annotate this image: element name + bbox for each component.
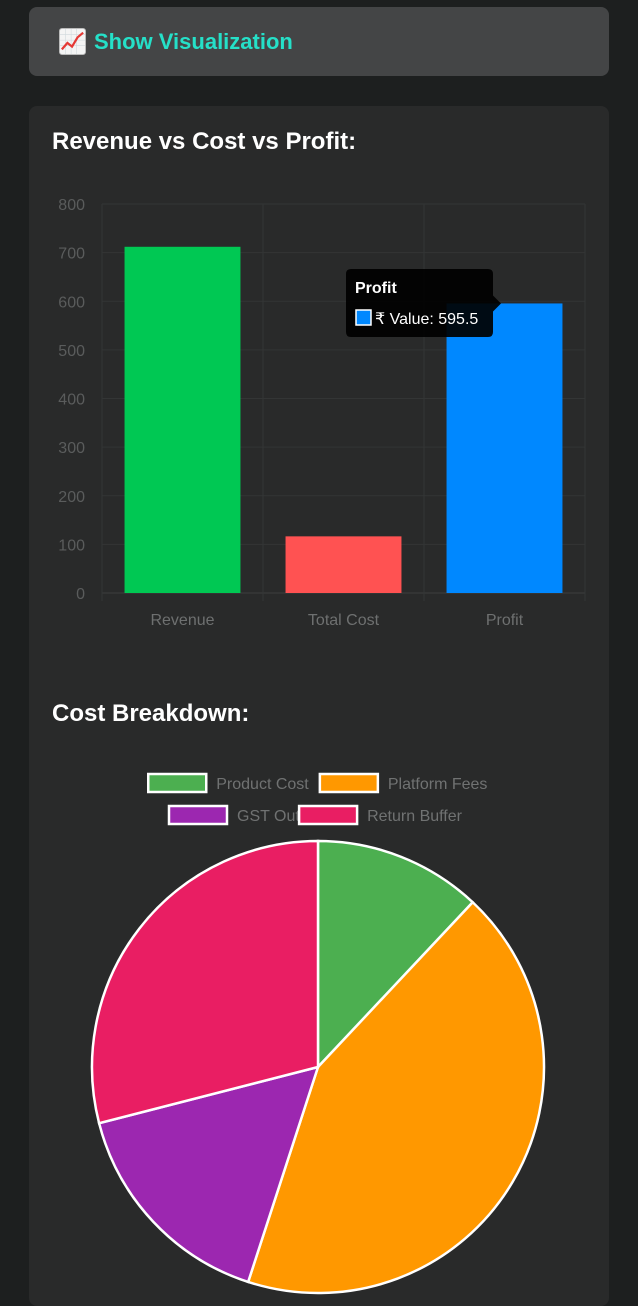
legend-item: Return Buffer	[297, 804, 463, 826]
legend-label: Product Cost	[216, 776, 309, 793]
tooltip-color-swatch	[355, 309, 372, 326]
pie-chart-title: Cost Breakdown:	[52, 700, 250, 727]
y-tick-label: 800	[58, 197, 85, 214]
legend-swatch	[297, 804, 359, 826]
y-tick-label: 200	[58, 489, 85, 506]
legend-label: Return Buffer	[367, 808, 463, 825]
y-tick-label: 100	[58, 537, 85, 554]
legend-item: Product Cost	[147, 772, 309, 794]
y-tick-label: 500	[58, 343, 85, 360]
legend-label: GST Out	[237, 808, 300, 825]
x-category-label: Total Cost	[308, 612, 380, 629]
y-tick-label: 400	[58, 392, 85, 409]
chart-increasing-icon	[59, 28, 86, 55]
bar-total-cost	[285, 536, 402, 593]
y-tick-label: 600	[58, 294, 85, 311]
legend-swatch	[318, 772, 380, 794]
y-tick-label: 300	[58, 440, 85, 457]
bar-revenue	[124, 246, 241, 594]
legend-label: Platform Fees	[388, 776, 488, 793]
tooltip-box	[346, 269, 501, 337]
x-category-label: Profit	[486, 612, 524, 629]
bar-chart-title: Revenue vs Cost vs Profit:	[52, 128, 357, 155]
legend-swatch	[167, 804, 229, 826]
x-category-label: Revenue	[150, 612, 214, 629]
tooltip-value: ₹ Value: 595.5	[375, 311, 478, 328]
legend-item: GST Out	[167, 804, 300, 826]
y-tick-label: 0	[76, 586, 85, 603]
y-tick-label: 700	[58, 246, 85, 263]
chart-tooltip: Profit ₹ Value: 595.5	[346, 269, 501, 337]
show-visualization-label: Show Visualization	[94, 28, 293, 54]
pie-slice-gst-out	[97, 1065, 320, 1284]
bar-profit	[446, 303, 563, 593]
legend-swatch	[147, 772, 208, 794]
legend-item: Platform Fees	[318, 772, 488, 794]
pie-slice-return-buffer	[90, 839, 320, 1125]
tooltip-title: Profit	[355, 280, 397, 297]
show-visualization-toggle[interactable]: Show Visualization	[29, 7, 609, 76]
pie-slice-product-cost	[316, 839, 475, 1071]
